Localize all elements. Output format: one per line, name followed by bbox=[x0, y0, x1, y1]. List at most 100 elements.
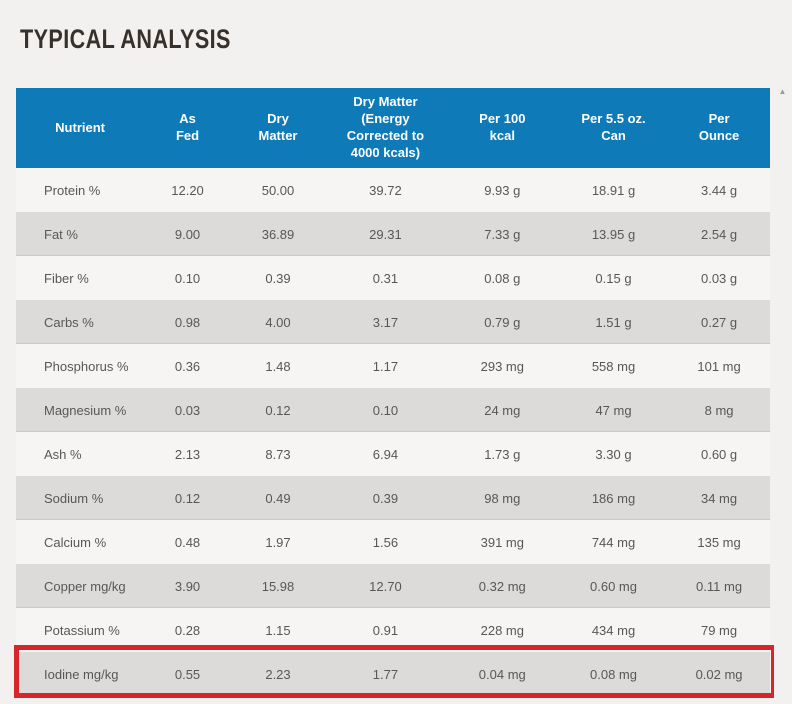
nutrient-cell: Potassium % bbox=[44, 622, 120, 638]
per-100-kcal-cell: 7.33 g bbox=[484, 226, 521, 242]
dry-matter-energy-cell: 0.91 bbox=[372, 622, 399, 638]
nutrient-cell: Calcium % bbox=[44, 534, 107, 550]
dry-matter-energy-cell: 39.72 bbox=[369, 182, 402, 198]
nutrient-cell: Fiber % bbox=[44, 270, 89, 286]
table-row: Iodine mg/kg 0.55 2.23 1.77 0.04 mg 0.08… bbox=[16, 652, 770, 696]
table-row: Fiber % 0.10 0.39 0.31 0.08 g 0.15 g 0.0… bbox=[16, 256, 770, 300]
table-row: Copper mg/kg 3.90 15.98 12.70 0.32 mg 0.… bbox=[16, 564, 770, 608]
per-100-kcal-cell: 0.79 g bbox=[484, 314, 521, 330]
column-header-per-100-kcal: Per 100 kcal bbox=[479, 111, 526, 143]
dry-matter-cell: 4.00 bbox=[265, 314, 291, 330]
dry-matter-energy-cell: 1.56 bbox=[372, 534, 399, 550]
per-ounce-cell: 0.11 mg bbox=[696, 578, 743, 594]
per-100-kcal-cell: 293 mg bbox=[480, 358, 524, 374]
dry-matter-cell: 1.48 bbox=[265, 358, 291, 374]
per-can-cell: 0.08 mg bbox=[590, 666, 637, 682]
scrollbar-track[interactable]: ▲ bbox=[774, 84, 791, 704]
as-fed-cell: 3.90 bbox=[174, 578, 201, 594]
dry-matter-energy-cell: 0.31 bbox=[372, 270, 399, 286]
per-ounce-cell: 0.03 g bbox=[700, 270, 738, 286]
as-fed-cell: 0.03 bbox=[174, 402, 201, 418]
per-ounce-cell: 0.60 g bbox=[700, 446, 738, 462]
as-fed-cell: 12.20 bbox=[171, 182, 204, 198]
per-ounce-cell: 135 mg bbox=[697, 534, 741, 550]
nutrient-cell: Copper mg/kg bbox=[44, 578, 126, 594]
nutrient-cell: Phosphorus % bbox=[44, 358, 129, 374]
nutrient-cell: Fat % bbox=[44, 226, 78, 242]
per-can-cell: 744 mg bbox=[591, 534, 636, 550]
per-can-cell: 434 mg bbox=[591, 622, 636, 638]
dry-matter-energy-cell: 3.17 bbox=[372, 314, 399, 330]
nutrient-cell: Protein % bbox=[44, 182, 101, 198]
as-fed-cell: 2.13 bbox=[174, 446, 201, 462]
scroll-up-button[interactable]: ▲ bbox=[774, 84, 791, 100]
dry-matter-cell: 8.73 bbox=[265, 446, 291, 462]
per-100-kcal-cell: 228 mg bbox=[480, 622, 524, 638]
dry-matter-cell: 36.89 bbox=[261, 226, 295, 242]
nutrient-cell: Magnesium % bbox=[44, 402, 127, 418]
per-can-cell: 47 mg bbox=[595, 402, 632, 418]
nutrient-cell: Ash % bbox=[44, 446, 82, 462]
dry-matter-energy-cell: 1.77 bbox=[372, 666, 399, 682]
as-fed-cell: 9.00 bbox=[174, 226, 201, 242]
per-100-kcal-cell: 98 mg bbox=[484, 490, 521, 506]
table-row: Carbs % 0.98 4.00 3.17 0.79 g 1.51 g 0.2… bbox=[16, 300, 770, 344]
dry-matter-energy-cell: 0.10 bbox=[372, 402, 399, 418]
column-header-dry-matter: Dry Matter bbox=[258, 111, 298, 143]
analysis-table: Nutrient As Fed Dry Matter Dry Matter (E… bbox=[16, 88, 770, 696]
per-can-cell: 18.91 g bbox=[591, 182, 636, 198]
per-ounce-cell: 8 mg bbox=[704, 402, 734, 418]
dry-matter-energy-cell: 1.17 bbox=[372, 358, 399, 374]
per-can-cell: 13.95 g bbox=[591, 226, 636, 242]
dry-matter-energy-cell: 29.31 bbox=[369, 226, 402, 242]
table-row: Potassium % 0.28 1.15 0.91 228 mg 434 mg… bbox=[16, 608, 770, 652]
as-fed-cell: 0.98 bbox=[174, 314, 201, 330]
per-can-cell: 186 mg bbox=[591, 490, 636, 506]
per-ounce-cell: 0.02 mg bbox=[695, 666, 743, 682]
table-header-row: Nutrient As Fed Dry Matter Dry Matter (E… bbox=[16, 88, 770, 168]
dry-matter-cell: 15.98 bbox=[261, 578, 295, 594]
table-row: Ash % 2.13 8.73 6.94 1.73 g 3.30 g 0.60 … bbox=[16, 432, 770, 476]
per-can-cell: 1.51 g bbox=[595, 314, 632, 330]
per-100-kcal-cell: 24 mg bbox=[484, 402, 521, 418]
per-100-kcal-cell: 0.08 g bbox=[484, 270, 521, 286]
table-row: Protein % 12.20 50.00 39.72 9.93 g 18.91… bbox=[16, 168, 770, 212]
table-row: Sodium % 0.12 0.49 0.39 98 mg 186 mg 34 … bbox=[16, 476, 770, 520]
table-row: Phosphorus % 0.36 1.48 1.17 293 mg 558 m… bbox=[16, 344, 770, 388]
dry-matter-cell: 0.39 bbox=[265, 270, 291, 286]
nutrient-cell: Iodine mg/kg bbox=[44, 666, 119, 682]
per-100-kcal-cell: 0.32 mg bbox=[478, 578, 526, 594]
table-row: Calcium % 0.48 1.97 1.56 391 mg 744 mg 1… bbox=[16, 520, 770, 564]
per-100-kcal-cell: 0.04 mg bbox=[478, 666, 526, 682]
column-header-per-can: Per 5.5 oz. Can bbox=[581, 111, 646, 143]
column-header-nutrient: Nutrient bbox=[55, 119, 105, 135]
as-fed-cell: 0.48 bbox=[174, 534, 201, 550]
nutrient-cell: Sodium % bbox=[44, 490, 104, 506]
dry-matter-energy-cell: 0.39 bbox=[372, 490, 399, 506]
nutrient-cell: Carbs % bbox=[44, 314, 94, 330]
table-body: Protein % 12.20 50.00 39.72 9.93 g 18.91… bbox=[16, 168, 770, 696]
dry-matter-cell: 1.15 bbox=[265, 622, 291, 638]
page-title: TYPICAL ANALYSIS bbox=[20, 24, 231, 54]
dry-matter-cell: 0.49 bbox=[265, 490, 291, 506]
per-ounce-cell: 79 mg bbox=[700, 622, 738, 638]
per-can-cell: 3.30 g bbox=[595, 446, 632, 462]
column-header-as-fed: As Fed bbox=[175, 111, 200, 143]
per-ounce-cell: 3.44 g bbox=[700, 182, 738, 198]
per-can-cell: 0.60 mg bbox=[590, 578, 637, 594]
as-fed-cell: 0.36 bbox=[174, 358, 201, 374]
dry-matter-cell: 50.00 bbox=[261, 182, 295, 198]
per-ounce-cell: 0.27 g bbox=[700, 314, 738, 330]
up-arrow-icon: ▲ bbox=[778, 87, 787, 96]
as-fed-cell: 0.55 bbox=[174, 666, 201, 682]
dry-matter-cell: 0.12 bbox=[265, 402, 291, 418]
per-ounce-cell: 34 mg bbox=[700, 490, 738, 506]
as-fed-cell: 0.12 bbox=[174, 490, 201, 506]
dry-matter-energy-cell: 6.94 bbox=[372, 446, 399, 462]
dry-matter-cell: 1.97 bbox=[265, 534, 291, 550]
per-100-kcal-cell: 1.73 g bbox=[484, 446, 521, 462]
per-ounce-cell: 2.54 g bbox=[700, 226, 738, 242]
per-100-kcal-cell: 391 mg bbox=[480, 534, 524, 550]
column-header-per-ounce: Per Ounce bbox=[698, 111, 740, 143]
